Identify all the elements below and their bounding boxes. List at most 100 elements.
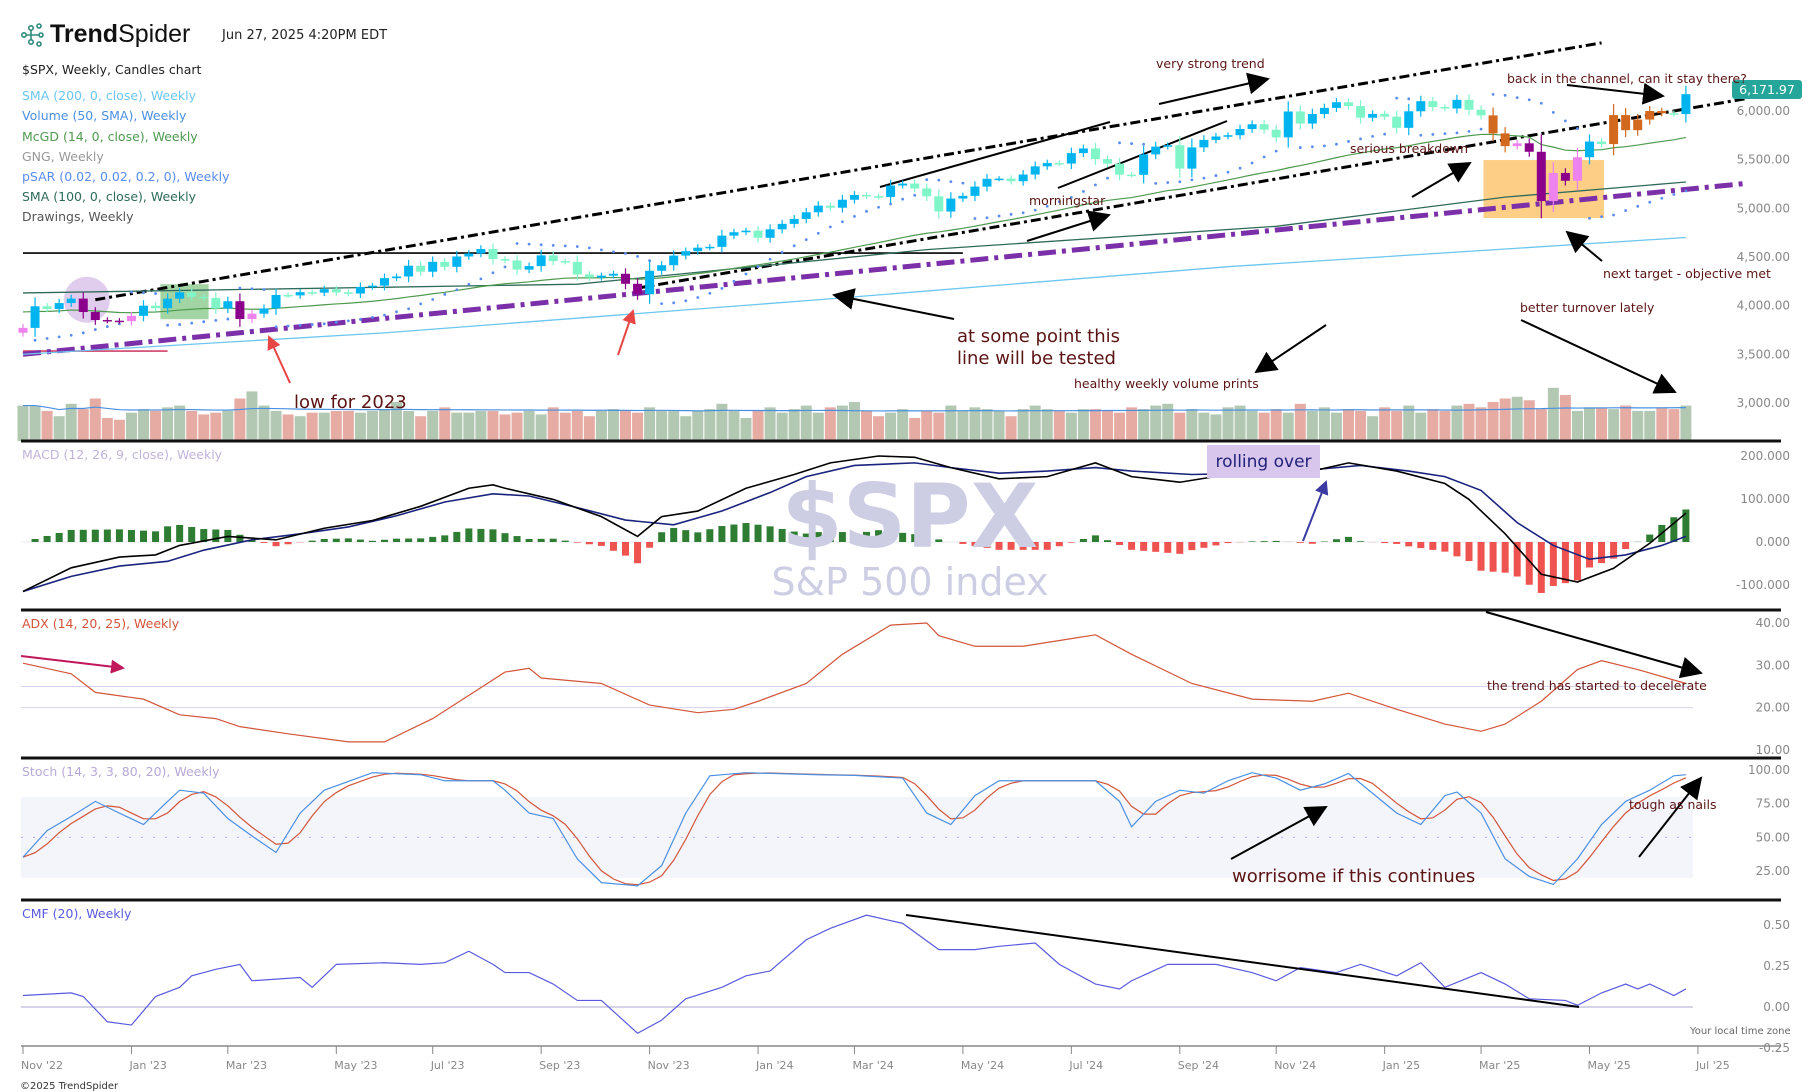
volume-bar bbox=[162, 407, 174, 441]
volume-bar bbox=[1102, 410, 1113, 441]
cmf-trendline[interactable] bbox=[905, 914, 1580, 1008]
volume-bar bbox=[788, 409, 800, 441]
macd-histogram-bar bbox=[1043, 542, 1051, 550]
indicators-layer bbox=[22, 455, 1690, 1034]
macd-tick-label: 100.000 bbox=[1740, 492, 1790, 506]
psar-dot bbox=[1033, 208, 1037, 212]
annotation-serious-breakdown[interactable]: serious breakdown bbox=[1350, 141, 1468, 156]
x-tick-label: Nov '22 bbox=[21, 1059, 63, 1072]
candle-body bbox=[1319, 107, 1329, 115]
arrow-adx-start[interactable] bbox=[20, 655, 125, 674]
candle-body bbox=[175, 292, 185, 299]
psar-dot bbox=[1335, 142, 1338, 146]
annotation-better-turnover[interactable]: better turnover lately bbox=[1520, 300, 1655, 315]
volume-bar bbox=[1391, 410, 1403, 441]
annotation-rolling-over[interactable]: rolling over bbox=[1207, 445, 1320, 478]
volume-bar bbox=[246, 391, 258, 441]
annotation-morningstar[interactable]: morningstar bbox=[1029, 193, 1106, 208]
volume-bar bbox=[1089, 409, 1101, 441]
legend-item[interactable]: pSAR (0.02, 0.02, 0.2, 0), Weekly bbox=[22, 169, 230, 185]
psar-dot bbox=[1443, 132, 1447, 136]
volume-bar bbox=[427, 410, 439, 441]
annotation-line-tested[interactable]: at some point this line will be tested bbox=[957, 326, 1120, 370]
psar-dot bbox=[901, 197, 905, 201]
macd-panel-title[interactable]: MACD (12, 26, 9, close), Weekly bbox=[22, 447, 223, 462]
annotation-next-target[interactable]: next target - objective met bbox=[1603, 266, 1771, 281]
psar-dot bbox=[1431, 133, 1435, 136]
psar-dot bbox=[1347, 140, 1350, 143]
volume-bar bbox=[1318, 407, 1330, 441]
cmf-panel-title[interactable]: CMF (20), Weekly bbox=[22, 906, 132, 921]
arrow-morningstar[interactable] bbox=[1026, 210, 1111, 242]
candle-body bbox=[259, 308, 269, 314]
arrow-serious-breakdown[interactable] bbox=[1411, 161, 1472, 198]
annotation-decelerate[interactable]: the trend has started to decelerate bbox=[1487, 678, 1707, 693]
macd-line bbox=[22, 455, 1687, 593]
annotation-back-in-channel[interactable]: back in the channel, can it stay there? bbox=[1507, 71, 1747, 86]
timezone-label[interactable]: Your local time zone bbox=[1690, 1026, 1791, 1037]
volume-bar bbox=[306, 412, 318, 441]
macd-histogram-bar bbox=[911, 534, 919, 542]
arrow-better-turnover[interactable] bbox=[1520, 319, 1677, 394]
candle-body bbox=[163, 298, 173, 309]
macd-histogram-bar bbox=[1308, 542, 1316, 544]
macd-histogram-bar bbox=[417, 538, 425, 542]
volume-bar bbox=[89, 398, 101, 441]
volume-bar bbox=[547, 407, 559, 441]
arrow-healthy-volume[interactable] bbox=[1254, 324, 1327, 374]
candle-body bbox=[608, 273, 618, 276]
arrow-decelerate[interactable] bbox=[1485, 611, 1703, 679]
indicator-legend[interactable]: $SPX, Weekly, Candles chart SMA (200, 0,… bbox=[22, 60, 229, 228]
psar-dot bbox=[636, 254, 639, 258]
candle-body bbox=[560, 261, 570, 263]
stoch-panel-title[interactable]: Stoch (14, 3, 3, 80, 20), Weekly bbox=[22, 764, 220, 779]
x-tick-label: Jul '25 bbox=[1695, 1059, 1730, 1072]
lower-channel-line bbox=[637, 97, 1747, 290]
volume-bar bbox=[800, 405, 812, 441]
legend-item[interactable]: Volume (50, SMA), Weekly bbox=[22, 108, 187, 124]
annotation-tough-as-nails[interactable]: tough as nails bbox=[1629, 797, 1717, 812]
legend-item[interactable]: SMA (200, 0, close), Weekly bbox=[22, 88, 196, 104]
psar-dot bbox=[1021, 211, 1025, 215]
arrow-nov23-low[interactable] bbox=[617, 309, 636, 356]
arrow-very-strong-trend[interactable] bbox=[1158, 72, 1270, 105]
macd-histogram-bar bbox=[754, 524, 762, 542]
legend-item[interactable]: GNG, Weekly bbox=[22, 148, 104, 164]
arrow-rolling-over[interactable] bbox=[1302, 480, 1329, 542]
arrow-line-tested[interactable] bbox=[832, 288, 955, 320]
psar-dot bbox=[1310, 145, 1314, 149]
adx-panel-title[interactable]: ADX (14, 20, 25), Weekly bbox=[22, 616, 180, 631]
psar-dot bbox=[696, 296, 700, 299]
psar-dot bbox=[1298, 146, 1302, 149]
arrow-next-target[interactable] bbox=[1565, 230, 1603, 262]
macd-histogram-bar bbox=[1128, 542, 1136, 550]
arrow-back-in-channel[interactable] bbox=[1566, 82, 1665, 105]
cmf-line bbox=[22, 914, 1687, 1034]
candle-body bbox=[223, 301, 233, 309]
volume-bar bbox=[1017, 409, 1029, 441]
annotation-very-strong-trend[interactable]: very strong trend bbox=[1156, 56, 1265, 71]
volume-bar bbox=[861, 410, 872, 441]
candle-body bbox=[464, 253, 474, 257]
candle-body bbox=[789, 218, 799, 224]
macd-histogram-bar bbox=[1104, 540, 1111, 542]
volume-bar bbox=[101, 417, 113, 441]
candle-body bbox=[1211, 136, 1221, 140]
macd-histogram-bar bbox=[923, 536, 931, 542]
annotation-low-2023[interactable]: low for 2023 bbox=[294, 392, 407, 413]
legend-item[interactable]: SMA (100, 0, close), Weekly bbox=[22, 189, 196, 205]
annotation-healthy-volume[interactable]: healthy weekly volume prints bbox=[1074, 376, 1259, 391]
volume-bar bbox=[1475, 407, 1487, 441]
annotation-worrisome[interactable]: worrisome if this continues bbox=[1232, 866, 1476, 887]
cmf-tick-label: 0.00 bbox=[1763, 1000, 1790, 1014]
arrow-low-2023[interactable] bbox=[267, 335, 291, 384]
psar-dot bbox=[720, 286, 724, 290]
candle-body bbox=[717, 235, 727, 247]
arrow-worrisome[interactable] bbox=[1230, 806, 1328, 860]
arrow-tough-as-nails[interactable] bbox=[1638, 776, 1703, 858]
legend-item[interactable]: McGD (14, 0, close), Weekly bbox=[22, 128, 198, 144]
annotation-arrows[interactable] bbox=[20, 72, 1703, 1008]
legend-item[interactable]: Drawings, Weekly bbox=[22, 209, 134, 225]
psar-dot bbox=[33, 338, 37, 342]
